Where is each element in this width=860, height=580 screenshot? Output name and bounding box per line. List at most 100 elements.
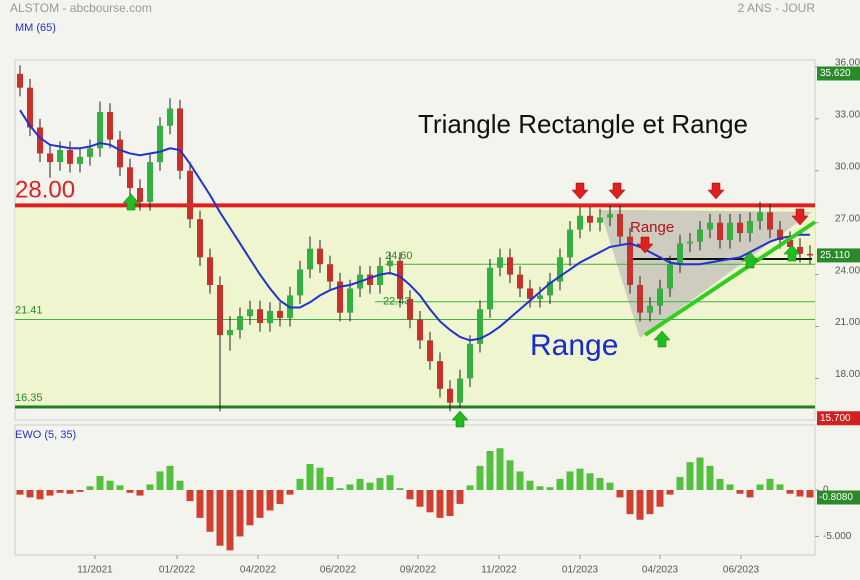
candle-body xyxy=(337,281,343,313)
ewo-bar xyxy=(336,488,344,490)
ewo-bar xyxy=(616,490,624,498)
candle-body xyxy=(767,212,773,230)
candle-body xyxy=(717,222,723,240)
candle-body xyxy=(727,222,733,240)
candle-body xyxy=(437,361,443,389)
ewo-bar xyxy=(546,487,554,490)
candle-body xyxy=(147,162,153,202)
candle-body xyxy=(397,260,403,299)
ewo-bar xyxy=(176,480,184,490)
candle-body xyxy=(757,212,763,221)
ewo-bar xyxy=(586,473,594,490)
candle-body xyxy=(487,267,493,310)
x-tick-label: 04/2023 xyxy=(642,565,679,576)
ewo-bar xyxy=(636,490,644,520)
candle-body xyxy=(427,340,433,362)
candle-body xyxy=(577,215,583,230)
header-title: ALSTOM - abcbourse.com xyxy=(10,1,152,15)
x-tick-label: 01/2023 xyxy=(562,565,599,576)
ewo-bar xyxy=(776,484,784,490)
candle-body xyxy=(37,127,43,154)
candle-body xyxy=(677,243,683,265)
candle-body xyxy=(657,288,663,306)
ewo-bar xyxy=(416,490,424,507)
ewo-bar xyxy=(276,490,284,504)
arrow-up xyxy=(122,193,140,211)
value-box xyxy=(817,66,860,81)
candle-body xyxy=(227,330,233,336)
candle-body xyxy=(277,310,283,318)
candle-body xyxy=(117,139,123,168)
value-box xyxy=(817,490,860,505)
candle-body xyxy=(167,108,173,126)
ewo-bar xyxy=(186,490,194,502)
ewo-bar xyxy=(86,486,94,490)
y-tick-label: 27.000 xyxy=(835,213,860,224)
ewo-bar xyxy=(76,490,84,492)
ewo-bar xyxy=(396,488,404,490)
trend-line xyxy=(643,220,817,337)
candle-body xyxy=(557,257,563,282)
candle-body xyxy=(517,274,523,289)
ewo-bar xyxy=(426,490,434,513)
candle-body xyxy=(477,309,483,344)
ewo-bar xyxy=(436,490,444,518)
ewo-bar xyxy=(796,490,804,497)
y-tick-label: -5.000 xyxy=(823,531,852,542)
candle-body xyxy=(157,125,163,163)
y-tick-label: 18.000 xyxy=(835,369,860,380)
ewo-bar xyxy=(666,490,674,495)
candle-body xyxy=(697,229,703,242)
y-tick-label: 36.000 xyxy=(835,58,860,69)
ewo-bar xyxy=(766,478,774,490)
annotation: Triangle Rectangle et Range xyxy=(418,109,748,139)
ewo-bar xyxy=(216,490,224,546)
candle-body xyxy=(367,274,373,285)
candle-body xyxy=(177,108,183,171)
ewo-bar xyxy=(156,471,164,490)
annotation-range-small: Range xyxy=(630,219,674,236)
candle-body xyxy=(87,148,93,157)
y-tick-label: 30.000 xyxy=(835,161,860,172)
ewo-bar xyxy=(476,465,484,490)
ewo-bar xyxy=(756,484,764,490)
level-label: 28.00 xyxy=(15,177,75,204)
y-tick-label: 24.000 xyxy=(835,265,860,276)
x-tick-label: 06/2022 xyxy=(320,565,357,576)
value-box xyxy=(817,411,860,426)
ewo-bar xyxy=(486,451,494,490)
ewo-bar xyxy=(26,490,34,498)
ewo-bar xyxy=(506,460,514,490)
ewo-bar xyxy=(346,484,354,490)
candle-body xyxy=(247,309,253,317)
ewo-bar xyxy=(406,490,414,500)
candle-body xyxy=(447,388,453,403)
value-label: 35.620 xyxy=(820,68,851,79)
ewo-bar xyxy=(446,490,454,516)
ewo-bar xyxy=(716,478,724,490)
candle-body xyxy=(667,264,673,289)
ewo-bar xyxy=(536,486,544,490)
candle-body xyxy=(107,111,113,140)
candle-body xyxy=(637,285,643,313)
candle-body xyxy=(777,229,783,240)
level-label: 21.41 xyxy=(15,304,43,316)
ewo-bar xyxy=(606,482,614,490)
y-tick-label: 0 xyxy=(823,485,829,496)
candle-body xyxy=(597,217,603,223)
candle-body xyxy=(127,167,133,189)
y-tick-label: 33.000 xyxy=(835,109,860,120)
ewo-bar xyxy=(296,478,304,490)
candle-body xyxy=(347,288,353,313)
candle-body xyxy=(737,222,743,234)
candle-body xyxy=(387,260,393,266)
ewo-bar xyxy=(466,485,474,490)
value-box xyxy=(817,248,860,263)
ewo-bar xyxy=(456,490,464,504)
candle-body xyxy=(67,150,73,164)
ewo-bar xyxy=(66,490,74,494)
candle-body xyxy=(267,310,273,324)
candle-body xyxy=(567,229,573,258)
candle-body xyxy=(527,288,533,299)
